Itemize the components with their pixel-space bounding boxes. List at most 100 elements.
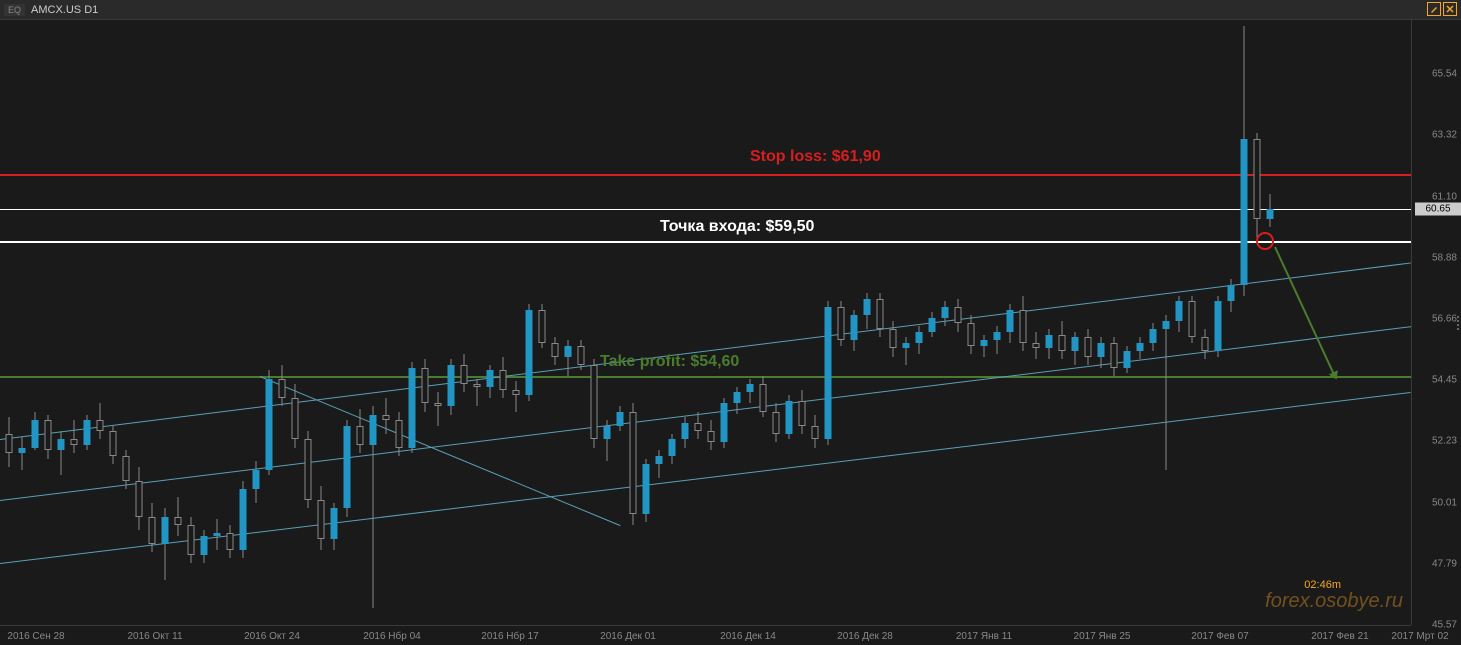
candle bbox=[537, 20, 546, 625]
candle bbox=[316, 20, 325, 625]
candle bbox=[1148, 20, 1157, 625]
candle bbox=[368, 20, 377, 625]
candle bbox=[1122, 20, 1131, 625]
candle bbox=[446, 20, 455, 625]
candle bbox=[264, 20, 273, 625]
y-axis-label: 56.66 bbox=[1432, 314, 1457, 325]
candle bbox=[888, 20, 897, 625]
x-axis-label: 2016 Окт 24 bbox=[244, 631, 300, 642]
candle bbox=[407, 20, 416, 625]
close-icon[interactable] bbox=[1443, 2, 1457, 16]
candle bbox=[732, 20, 741, 625]
candle bbox=[615, 20, 624, 625]
y-axis-label: 50.01 bbox=[1432, 497, 1457, 508]
candle bbox=[56, 20, 65, 625]
candle bbox=[1044, 20, 1053, 625]
symbol-label: AMCX.US D1 bbox=[31, 4, 98, 16]
y-axis-label: 54.45 bbox=[1432, 375, 1457, 386]
price-marker: 60.65 bbox=[1415, 202, 1461, 215]
candle bbox=[940, 20, 949, 625]
candle bbox=[628, 20, 637, 625]
candle bbox=[17, 20, 26, 625]
candle bbox=[823, 20, 832, 625]
candle bbox=[381, 20, 390, 625]
candle bbox=[1070, 20, 1079, 625]
y-axis: 65.5463.3261.1058.8856.6654.4552.2350.01… bbox=[1411, 20, 1461, 625]
annotation-red: Stop loss: $61,90 bbox=[750, 148, 881, 166]
candle bbox=[251, 20, 260, 625]
x-axis-label: 2016 Дек 01 bbox=[600, 631, 656, 642]
candle bbox=[225, 20, 234, 625]
candle bbox=[641, 20, 650, 625]
candle bbox=[1213, 20, 1222, 625]
annotation-white: Точка входа: $59,50 bbox=[660, 218, 814, 236]
x-axis-label: 2017 Янв 25 bbox=[1074, 631, 1131, 642]
chart-header: EQ AMCX.US D1 bbox=[0, 0, 1461, 20]
candle bbox=[95, 20, 104, 625]
candle bbox=[459, 20, 468, 625]
candle bbox=[1252, 20, 1261, 625]
candle bbox=[134, 20, 143, 625]
candle bbox=[277, 20, 286, 625]
candle bbox=[199, 20, 208, 625]
resize-handle-icon[interactable] bbox=[1455, 311, 1461, 335]
candle bbox=[667, 20, 676, 625]
candle bbox=[797, 20, 806, 625]
candle bbox=[472, 20, 481, 625]
candle bbox=[979, 20, 988, 625]
candle bbox=[238, 20, 247, 625]
candle bbox=[186, 20, 195, 625]
x-axis-label: 2016 Нбр 17 bbox=[481, 631, 538, 642]
chart-container: EQ AMCX.US D1 Stop loss: $61,90 Точка вхо… bbox=[0, 0, 1461, 645]
x-axis-label: 2016 Окт 11 bbox=[127, 631, 182, 642]
candle bbox=[329, 20, 338, 625]
candle bbox=[108, 20, 117, 625]
y-axis-label: 63.32 bbox=[1432, 130, 1457, 141]
candle bbox=[1200, 20, 1209, 625]
candle bbox=[1239, 20, 1248, 625]
x-axis-label: 2016 Дек 14 bbox=[720, 631, 776, 642]
candle bbox=[1018, 20, 1027, 625]
y-axis-label: 47.79 bbox=[1432, 558, 1457, 569]
candle bbox=[212, 20, 221, 625]
candle bbox=[1109, 20, 1118, 625]
candle bbox=[1265, 20, 1274, 625]
candle bbox=[745, 20, 754, 625]
candle bbox=[342, 20, 351, 625]
candle bbox=[706, 20, 715, 625]
watermark: forex.osobye.ru bbox=[1265, 590, 1403, 613]
candle bbox=[1174, 20, 1183, 625]
candle bbox=[147, 20, 156, 625]
candle bbox=[810, 20, 819, 625]
candle bbox=[121, 20, 130, 625]
candle bbox=[160, 20, 169, 625]
candle bbox=[303, 20, 312, 625]
candle bbox=[511, 20, 520, 625]
candle bbox=[550, 20, 559, 625]
candle bbox=[433, 20, 442, 625]
candle bbox=[1226, 20, 1235, 625]
candle bbox=[290, 20, 299, 625]
x-axis-label: 2016 Сен 28 bbox=[7, 631, 64, 642]
candle bbox=[784, 20, 793, 625]
edit-icon[interactable] bbox=[1427, 2, 1441, 16]
x-axis-label: 2016 Дек 28 bbox=[837, 631, 893, 642]
x-axis-label: 2017 Фев 21 bbox=[1311, 631, 1368, 642]
candle bbox=[901, 20, 910, 625]
candle bbox=[1057, 20, 1066, 625]
candle bbox=[654, 20, 663, 625]
candle bbox=[927, 20, 936, 625]
annotation-green: Take profit: $54,60 bbox=[600, 353, 739, 371]
arrow-head-icon bbox=[1329, 370, 1341, 381]
candle bbox=[1096, 20, 1105, 625]
candle bbox=[862, 20, 871, 625]
candle bbox=[394, 20, 403, 625]
chart-area[interactable]: Stop loss: $61,90 Точка входа: $59,50 Take… bbox=[0, 20, 1411, 625]
x-axis-label: 2017 Фев 07 bbox=[1191, 631, 1248, 642]
candle bbox=[420, 20, 429, 625]
y-axis-label: 45.57 bbox=[1432, 620, 1457, 631]
candle bbox=[953, 20, 962, 625]
y-axis-label: 58.88 bbox=[1432, 252, 1457, 263]
candle bbox=[173, 20, 182, 625]
projection-arrow bbox=[1274, 247, 1336, 377]
